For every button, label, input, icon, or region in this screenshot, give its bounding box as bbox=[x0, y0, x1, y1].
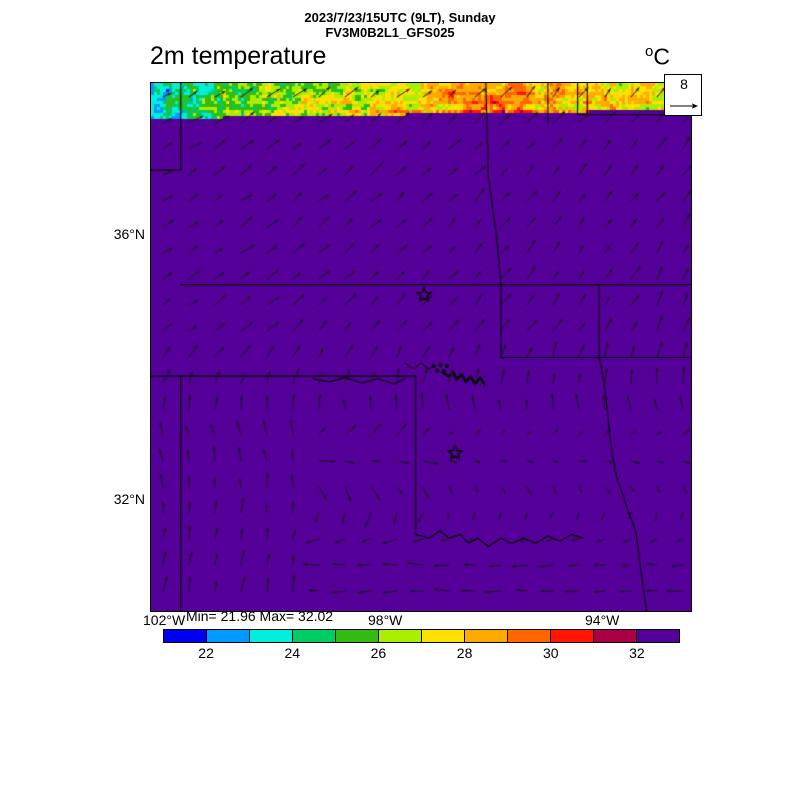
colorbar-segment-3 bbox=[293, 630, 336, 642]
colorbar-segment-5 bbox=[379, 630, 422, 642]
colorbar-segment-7 bbox=[465, 630, 508, 642]
colorbar-segment-0 bbox=[164, 630, 207, 642]
colorbar-tick-30: 30 bbox=[542, 645, 559, 661]
degree-symbol: o bbox=[645, 43, 654, 60]
colorbar-segment-10 bbox=[594, 630, 637, 642]
colorbar-segment-8 bbox=[508, 630, 551, 642]
wind-reference-arrow-icon bbox=[670, 103, 698, 109]
colorbar-tick-28: 28 bbox=[456, 645, 473, 661]
axis-label-lat-36n: 36°N bbox=[113, 226, 145, 242]
page-title: 2m temperature bbox=[150, 42, 327, 70]
colorbar-tick-22: 22 bbox=[198, 645, 214, 661]
colorbar-segment-4 bbox=[336, 630, 379, 642]
map-plot-area[interactable] bbox=[150, 82, 692, 612]
colorbar-segment-6 bbox=[422, 630, 465, 642]
title-model: FV3M0B2L1_GFS025 bbox=[0, 25, 800, 40]
title-model-text: FV3M0B2L1_GFS025 bbox=[325, 25, 455, 40]
colorbar-segment-1 bbox=[207, 630, 250, 642]
colorbar-segment-2 bbox=[250, 630, 293, 642]
colorbar-tick-26: 26 bbox=[370, 645, 387, 661]
axis-label-lon-98w: 98°W bbox=[368, 612, 403, 628]
colorbar[interactable] bbox=[163, 629, 680, 643]
minmax-readout: Min= 21.96 Max= 32.02 bbox=[186, 608, 334, 624]
title-block: 2023/7/23/15UTC (9LT), Sunday FV3M0B2L1_… bbox=[0, 10, 800, 40]
axis-label-lat-32n: 32°N bbox=[113, 491, 145, 507]
colorbar-tick-24: 24 bbox=[284, 645, 301, 661]
wind-key-box: 8 bbox=[664, 74, 702, 116]
axis-label-lon-102w: 102°W bbox=[143, 612, 186, 628]
colorbar-tick-labels: 22 24 26 28 30 32 bbox=[163, 645, 680, 663]
axis-label-lon-94w: 94°W bbox=[585, 612, 620, 628]
colorbar-tick-32: 32 bbox=[629, 645, 645, 661]
colorbar-segment-11 bbox=[637, 630, 679, 642]
wind-key-value: 8 bbox=[680, 76, 688, 92]
title-datetime: 2023/7/23/15UTC (9LT), Sunday bbox=[304, 10, 496, 25]
unit-label: oC bbox=[645, 38, 670, 71]
colorbar-segment-9 bbox=[551, 630, 594, 642]
unit-letter: C bbox=[653, 43, 670, 70]
wind-vector-overlay bbox=[151, 83, 691, 611]
